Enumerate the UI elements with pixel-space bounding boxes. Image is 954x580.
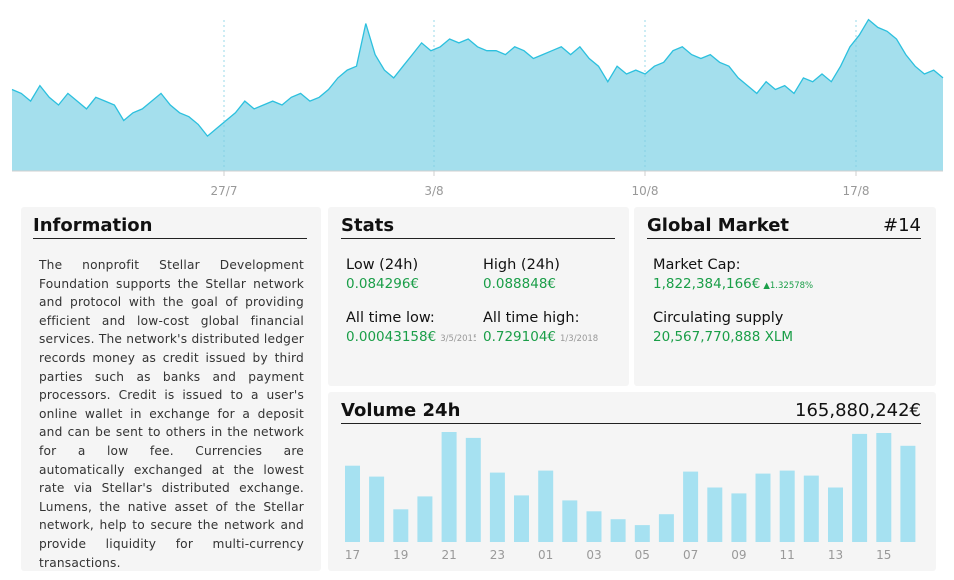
stat-high-24h-value: 0.088848€ bbox=[483, 276, 557, 292]
volume-bar bbox=[586, 511, 602, 542]
market-cap-amount: 1,822,384,166€ bbox=[653, 276, 761, 292]
volume-tick-label: 01 bbox=[538, 548, 553, 562]
information-title: Information bbox=[33, 215, 153, 236]
market-cap: Market Cap: 1,822,384,166€ ▲1.32578% bbox=[653, 257, 813, 292]
volume-bar bbox=[465, 437, 481, 542]
volume-tick-label: 19 bbox=[393, 548, 408, 562]
volume-chart: 17 19 21 23 01 03 05 07 09 11 13 15 bbox=[345, 432, 916, 562]
volume-bar bbox=[634, 525, 650, 542]
volume-tick-label: 17 bbox=[345, 548, 360, 562]
price-ticks: 27/7 3/8 10/8 17/8 bbox=[211, 171, 870, 198]
stat-all-time-high: All time high: 0.729104€ 1/3/2018 bbox=[483, 310, 598, 345]
volume-bar bbox=[828, 487, 843, 542]
stat-all-time-high-date: 1/3/2018 bbox=[560, 334, 599, 344]
volume-ticks: 17 19 21 23 01 03 05 07 09 11 13 15 bbox=[345, 548, 892, 562]
stat-all-time-high-amount: 0.729104€ bbox=[483, 329, 557, 345]
volume-tick-label: 05 bbox=[635, 548, 650, 562]
volume-title: Volume 24h bbox=[341, 400, 461, 421]
global-market-rank: #14 bbox=[883, 215, 921, 236]
volume-bar bbox=[369, 476, 385, 542]
market-cap-change: ▲1.32578% bbox=[763, 281, 814, 291]
volume-bar bbox=[441, 432, 457, 542]
volume-panel: 17 19 21 23 01 03 05 07 09 11 13 15 Volume 24h 165,… bbox=[328, 392, 936, 571]
volume-bar bbox=[683, 471, 699, 542]
price-line bbox=[11, 18, 944, 138]
price-chart: 27/7 3/8 10/8 17/8 bbox=[11, 18, 944, 198]
volume-bar bbox=[514, 495, 529, 542]
volume-tick-label: 13 bbox=[828, 548, 843, 562]
price-tick-label: 27/7 bbox=[211, 184, 238, 198]
volume-tick-label: 07 bbox=[683, 548, 698, 562]
volume-bar bbox=[876, 433, 892, 542]
stat-all-time-low-amount: 0.00043158€ bbox=[346, 329, 437, 345]
market-cap-label: Market Cap: bbox=[653, 257, 741, 273]
stat-all-time-low: All time low: 0.00043158€ 3/5/2015 bbox=[346, 310, 476, 345]
volume-bar bbox=[731, 493, 747, 542]
stat-high-24h: High (24h) 0.088848€ bbox=[483, 257, 560, 292]
volume-bar bbox=[900, 445, 916, 542]
volume-bar bbox=[417, 496, 433, 542]
price-area bbox=[12, 19, 943, 171]
information-divider bbox=[33, 238, 307, 239]
volume-bar bbox=[707, 487, 723, 542]
stat-low-24h: Low (24h) 0.084296€ bbox=[346, 257, 419, 292]
price-gridlines bbox=[223, 20, 857, 171]
volume-bar bbox=[538, 470, 554, 542]
volume-tick-label: 09 bbox=[731, 548, 746, 562]
volume-tick-label: 15 bbox=[876, 548, 891, 562]
stats-divider bbox=[341, 238, 615, 239]
price-tick-label: 17/8 bbox=[843, 184, 870, 198]
volume-bar bbox=[610, 519, 626, 542]
volume-bar bbox=[755, 473, 771, 542]
volume-bars bbox=[345, 432, 916, 542]
global-market-divider bbox=[647, 238, 921, 239]
information-description: The nonprofit Stellar Development Founda… bbox=[39, 258, 304, 570]
volume-bar bbox=[779, 470, 795, 542]
volume-bar bbox=[852, 433, 868, 542]
market-cap-value: 1,822,384,166€ ▲1.32578% bbox=[653, 276, 813, 292]
stat-all-time-high-value: 0.729104€ 1/3/2018 bbox=[483, 329, 598, 345]
volume-tick-label: 11 bbox=[780, 548, 795, 562]
circulating-supply-value: 20,567,770,888 XLM bbox=[653, 329, 794, 345]
volume-bar bbox=[803, 475, 819, 542]
information-panel: Information The nonprofit Stellar Develo… bbox=[21, 207, 321, 571]
stat-all-time-low-label: All time low: bbox=[346, 310, 435, 326]
stats-title: Stats bbox=[341, 215, 395, 236]
volume-tick-label: 21 bbox=[441, 548, 456, 562]
volume-bar bbox=[658, 514, 674, 542]
stat-low-24h-label: Low (24h) bbox=[346, 257, 419, 273]
volume-divider bbox=[341, 423, 921, 424]
price-tick-label: 10/8 bbox=[632, 184, 659, 198]
stat-low-24h-value: 0.084296€ bbox=[346, 276, 420, 292]
volume-bar bbox=[489, 472, 505, 542]
global-market-title: Global Market bbox=[647, 215, 790, 236]
volume-bar bbox=[345, 465, 360, 542]
global-market-panel: Global Market #14 Market Cap: 1,822,384,… bbox=[634, 207, 936, 386]
volume-bar bbox=[562, 500, 578, 542]
circulating-supply-label: Circulating supply bbox=[653, 310, 784, 326]
stat-high-24h-label: High (24h) bbox=[483, 257, 560, 273]
stat-all-time-low-value: 0.00043158€ 3/5/2015 bbox=[346, 329, 476, 345]
volume-tick-label: 03 bbox=[586, 548, 601, 562]
stats-panel: Stats Low (24h) 0.084296€ High (24h) 0.0… bbox=[328, 207, 629, 386]
price-tick-label: 3/8 bbox=[424, 184, 443, 198]
stat-all-time-high-label: All time high: bbox=[483, 310, 580, 326]
circulating-supply: Circulating supply 20,567,770,888 XLM bbox=[653, 310, 793, 345]
volume-tick-label: 23 bbox=[490, 548, 505, 562]
stat-all-time-low-date: 3/5/2015 bbox=[440, 334, 476, 344]
volume-total: 165,880,242€ bbox=[795, 400, 921, 421]
volume-bar bbox=[393, 509, 409, 542]
